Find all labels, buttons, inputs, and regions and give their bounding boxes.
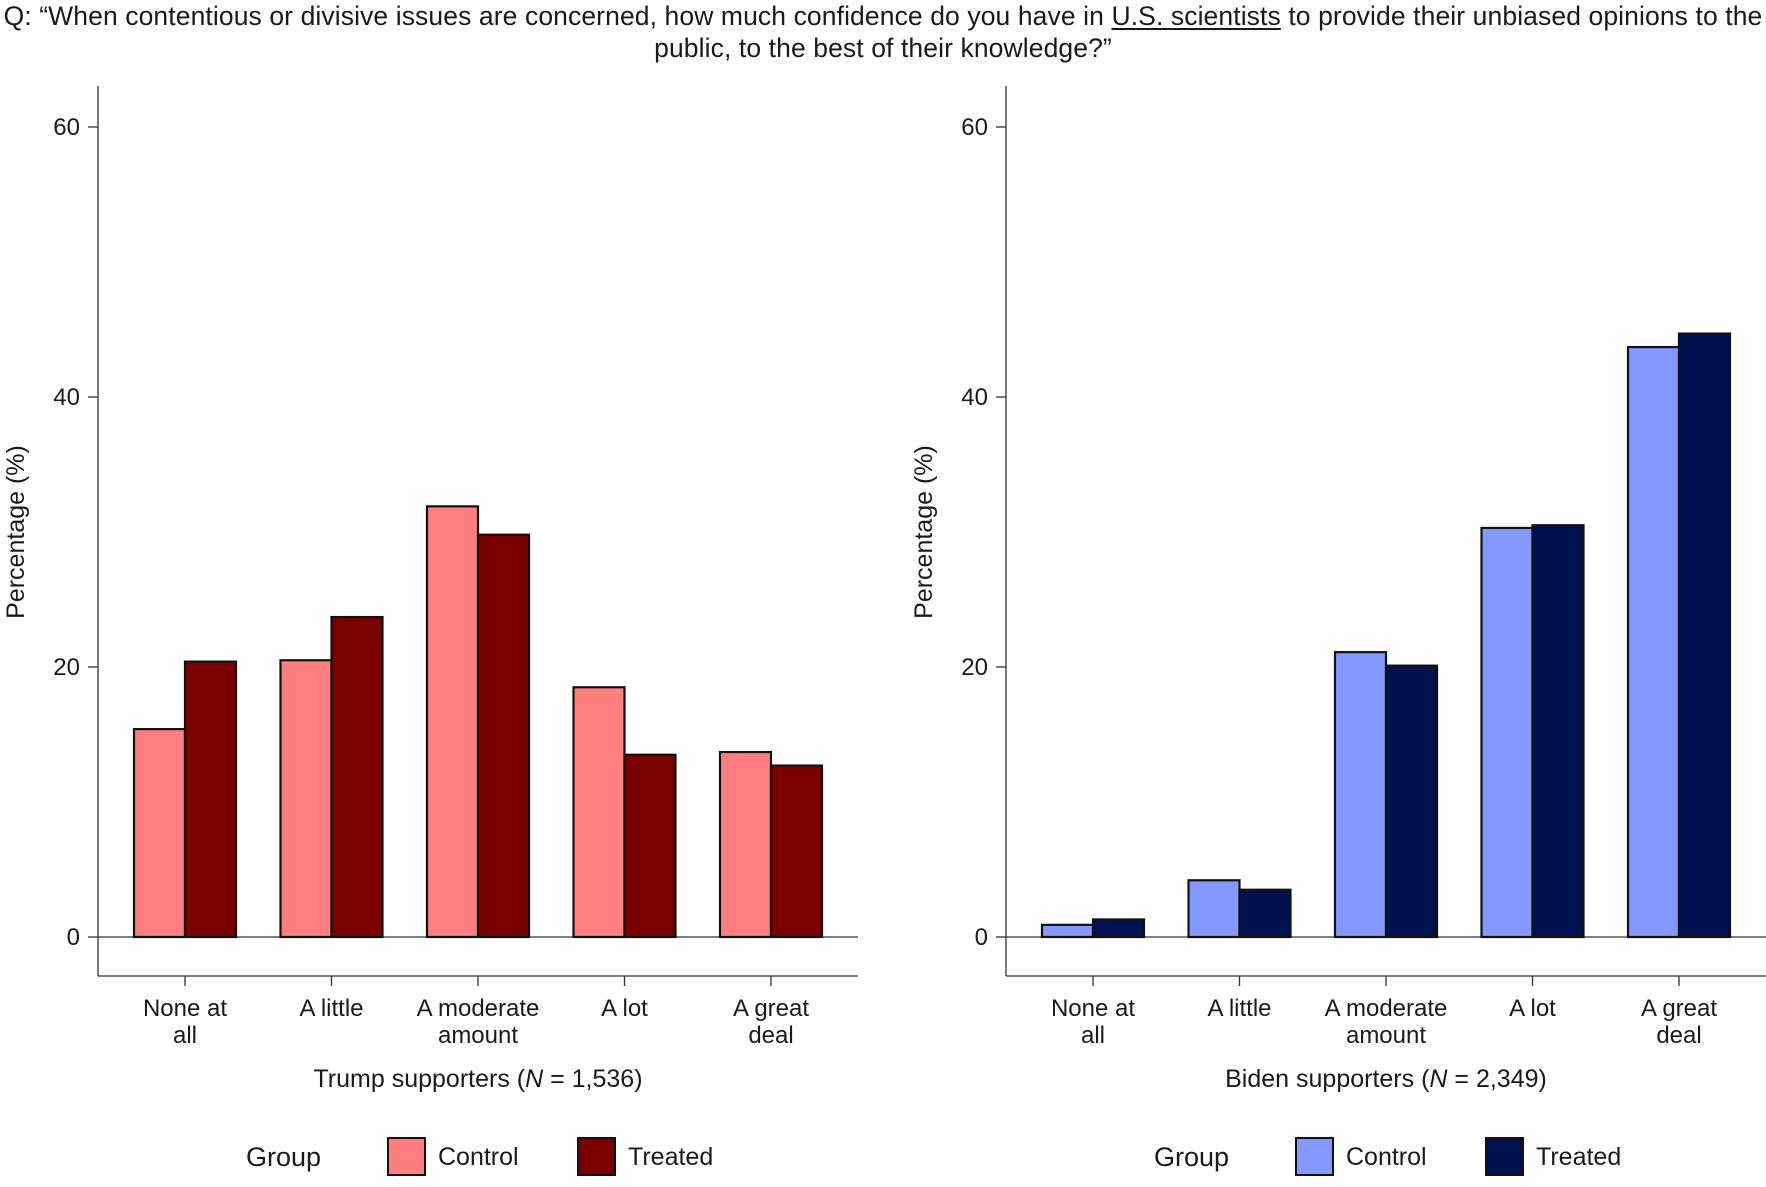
legend-title: Group	[246, 1142, 321, 1172]
bar-control-5	[718, 750, 773, 939]
x-axis-title: Biden supporters (N = 2,349)	[1225, 1065, 1547, 1093]
trump-supporters-panel: 0 20 40 60 Percentage (%) None at all A little A…	[2, 86, 858, 1176]
bar-treated-4	[623, 753, 677, 939]
x-tick-label-line: None at	[1051, 995, 1135, 1022]
x-axis-title-suffix: = 2,349)	[1447, 1065, 1546, 1093]
x-tick-label-line: all	[173, 1022, 197, 1049]
bar-control-2	[279, 659, 333, 939]
x-tick-label-line: A lot	[601, 995, 648, 1022]
x-tick-label: A moderate amount	[1325, 995, 1448, 1049]
y-tick-label: 60	[961, 114, 988, 141]
x-tick-label-line: A little	[299, 995, 363, 1022]
bar-treated-1	[183, 660, 238, 939]
y-axis-title: Percentage (%)	[2, 445, 30, 619]
x-tick-label-line: amount	[1346, 1022, 1426, 1049]
legend-title: Group	[1154, 1142, 1229, 1172]
x-tick-label: None at all	[143, 995, 227, 1049]
x-tick-label: A lot	[601, 995, 648, 1022]
x-tick-label-line: A great	[1641, 995, 1717, 1022]
bar-treated-5	[1677, 332, 1732, 939]
y-tick-label: 0	[975, 924, 988, 951]
x-tick-label-line: deal	[1656, 1022, 1701, 1049]
bar-treated-1	[1091, 918, 1146, 939]
biden-supporters-panel: 0 20 40 60 Percentage (%) None at all A little A…	[910, 86, 1766, 1176]
legend-label-treated: Treated	[628, 1143, 713, 1171]
x-tick-label: None at all	[1051, 995, 1135, 1049]
x-tick-label-line: A little	[1207, 995, 1271, 1022]
bar-control-5	[1626, 345, 1681, 939]
bar-control-4	[572, 686, 626, 939]
x-tick-label-line: amount	[438, 1022, 518, 1049]
y-tick-label: 0	[67, 924, 80, 951]
bar-control-1	[132, 727, 187, 939]
bar-treated-3	[476, 533, 531, 939]
bar-treated-2	[330, 615, 384, 939]
legend-swatch-control	[1295, 1137, 1334, 1176]
bar-control-1	[1040, 923, 1095, 939]
x-axis-title-n: N	[525, 1065, 544, 1093]
x-tick-label-line: None at	[143, 995, 227, 1022]
legend-label-treated: Treated	[1536, 1143, 1621, 1171]
y-tick-label: 40	[53, 384, 80, 411]
question-text: Q: “When contentious or divisive issues …	[0, 0, 1766, 64]
x-tick-label-line: A great	[733, 995, 809, 1022]
legend-label-control: Control	[438, 1143, 519, 1171]
x-tick-label: A lot	[1509, 995, 1556, 1022]
bar-control-2	[1187, 879, 1241, 939]
x-tick-label: A little	[1207, 995, 1271, 1022]
x-tick-label: A moderate amount	[417, 995, 540, 1049]
y-tick-label: 60	[53, 114, 80, 141]
legend-label-control: Control	[1346, 1143, 1427, 1171]
bar-treated-4	[1531, 524, 1585, 939]
bar-treated-5	[769, 764, 824, 939]
x-tick-label: A little	[299, 995, 363, 1022]
legend-swatch-treated	[1485, 1137, 1524, 1176]
x-axis-title-prefix: Biden supporters (	[1225, 1065, 1430, 1093]
x-axis-title: Trump supporters (N = 1,536)	[313, 1065, 642, 1093]
question-suffix: to provide their unbiased opinions to th…	[654, 1, 1763, 63]
bar-control-3	[425, 505, 480, 939]
x-axis-title-suffix: = 1,536)	[543, 1065, 642, 1093]
y-tick-label: 20	[961, 654, 988, 681]
bar-control-3	[1333, 651, 1388, 939]
bar-treated-3	[1384, 664, 1439, 939]
x-tick-label-line: A lot	[1509, 995, 1556, 1022]
question-prefix: Q: “When contentious or divisive issues …	[3, 1, 1112, 31]
bar-control-4	[1480, 526, 1534, 939]
question-underlined: U.S. scientists	[1111, 1, 1281, 31]
y-tick-label: 40	[961, 384, 988, 411]
x-tick-label-line: A moderate	[417, 995, 540, 1022]
legend-swatch-control	[387, 1137, 426, 1176]
x-tick-label-line: A moderate	[1325, 995, 1448, 1022]
bar-treated-2	[1238, 888, 1292, 939]
x-axis-title-n: N	[1429, 1065, 1448, 1093]
x-tick-label: A great deal	[733, 995, 809, 1049]
x-tick-label-line: deal	[748, 1022, 793, 1049]
y-tick-label: 20	[53, 654, 80, 681]
y-axis-title: Percentage (%)	[910, 445, 938, 619]
x-tick-label: A great deal	[1641, 995, 1717, 1049]
legend-swatch-treated	[577, 1137, 616, 1176]
x-tick-label-line: all	[1081, 1022, 1105, 1049]
x-axis-title-prefix: Trump supporters (	[313, 1065, 525, 1093]
